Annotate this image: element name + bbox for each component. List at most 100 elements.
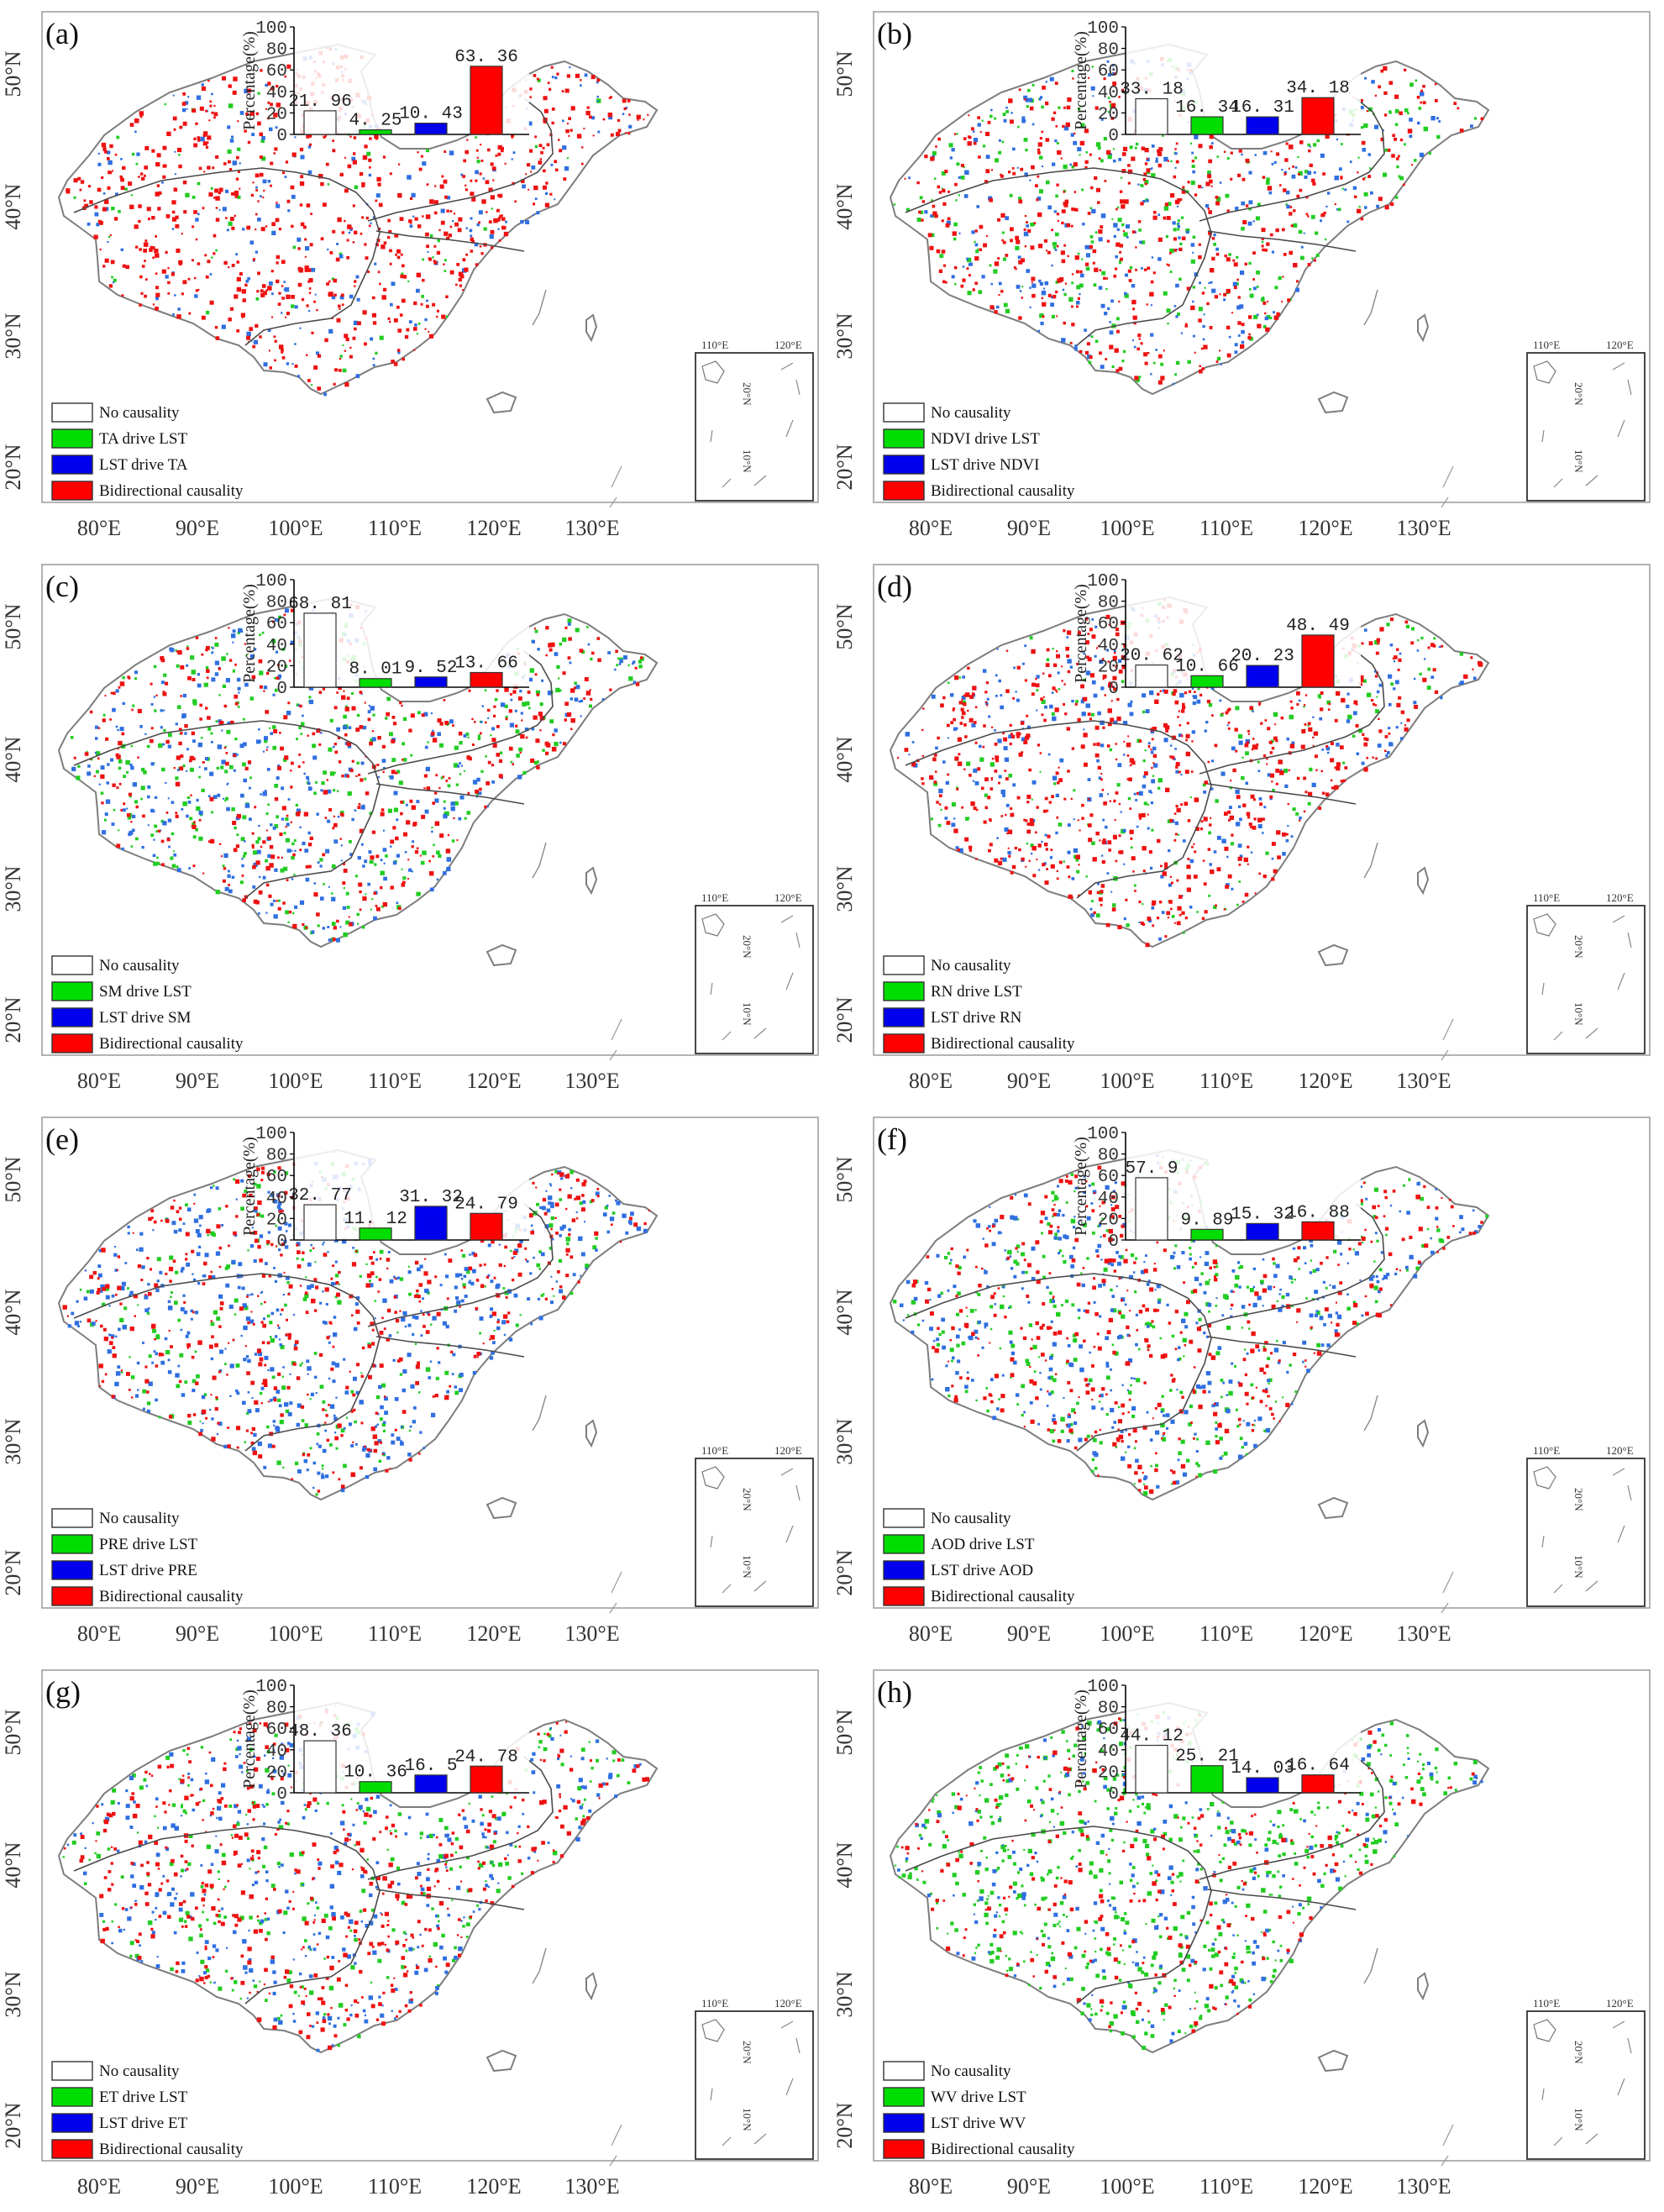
legend-label: ET drive LST <box>99 2089 188 2106</box>
bar-value-label: 16. 5 <box>404 1757 457 1776</box>
panel-letter: (b) <box>877 17 912 50</box>
bar-3 <box>470 1212 503 1241</box>
bar-1 <box>1190 1228 1224 1241</box>
legend-swatch <box>883 1534 925 1554</box>
panel-letter: (e) <box>45 1122 79 1156</box>
climate-zone-boundary <box>905 167 1212 346</box>
inset-lon-label: 120°E <box>1606 891 1634 904</box>
bar-3 <box>1301 97 1335 135</box>
bar-value-label: 48. 49 <box>1286 617 1350 636</box>
climate-zone-boundary <box>367 650 554 775</box>
lon-label-1: 90°E <box>1007 1621 1051 1646</box>
lat-label-0: 50°N <box>832 1156 857 1202</box>
south-china-sea-inset: 110°E 120°E 20°N 10°N <box>1526 339 1646 502</box>
bar-value-label: 9. 89 <box>1180 1211 1233 1230</box>
legend-label: No causality <box>931 1510 1011 1527</box>
lon-label-2: 100°E <box>268 1621 323 1646</box>
inset-islands <box>1541 2020 1632 2146</box>
lon-label-3: 110°E <box>368 2174 422 2199</box>
south-china-sea-inset: 110°E 120°E 20°N 10°N <box>695 1444 814 1607</box>
bar-2 <box>1246 1777 1279 1794</box>
lon-label-5: 130°E <box>564 516 619 540</box>
bar-y-tick-label: 40 <box>266 1190 287 1209</box>
panel-letter: (f) <box>877 1122 907 1156</box>
lon-label-1: 90°E <box>176 1621 219 1646</box>
bar-value-label: 48. 36 <box>288 1722 352 1742</box>
lon-label-5: 130°E <box>1396 1069 1451 1093</box>
pixels-bidirectional <box>904 56 1484 385</box>
bar-value-label: 11. 12 <box>344 1210 407 1229</box>
inset-coast <box>701 2019 725 2042</box>
bar-y-tick-label: 80 <box>266 1147 287 1166</box>
bar-y-axis-title: Percentage(%) <box>1072 31 1090 130</box>
inset-lat-label: 20°N <box>1572 382 1585 406</box>
south-china-sea-inset: 110°E 120°E 20°N 10°N <box>695 891 814 1054</box>
taiwan-outline <box>585 1419 598 1448</box>
coastline <box>532 1947 547 1984</box>
inset-lon-label: 120°E <box>774 1997 802 2010</box>
island-dash <box>1340 2124 1454 2194</box>
coastline <box>532 289 547 326</box>
inset-coast <box>1533 360 1556 384</box>
bar-3 <box>1301 634 1335 688</box>
inset-lon-label: 120°E <box>774 339 802 351</box>
hainan-outline <box>1317 943 1349 967</box>
bar-y-tick-label: 100 <box>255 1125 287 1144</box>
pixels-bidirectional <box>911 1165 1483 1495</box>
south-china-sea-inset: 110°E 120°E 20°N 10°N <box>1526 891 1646 1054</box>
bar-1 <box>359 678 392 688</box>
bar-value-label: 13. 66 <box>454 654 518 674</box>
legend-swatch <box>51 955 93 975</box>
inset-lon-label: 120°E <box>774 891 802 904</box>
bar-y-tick-label: 20 <box>266 105 287 124</box>
lat-label-0: 50°N <box>832 1709 857 1755</box>
panel-e: 110°E 120°E 20°N 10°N 80°E 90°E 100°E 110°E 120°… <box>0 1106 832 1658</box>
island-dash <box>508 1571 622 1641</box>
legend-label: No causality <box>931 957 1011 975</box>
lon-label-0: 80°E <box>77 516 121 540</box>
lat-label-2: 30°N <box>1 1971 25 2017</box>
climate-zone-boundary <box>367 1756 554 1880</box>
bar-0 <box>1135 665 1168 688</box>
legend-swatch <box>51 2087 93 2107</box>
causality-pixels <box>70 603 644 943</box>
legend-swatch <box>883 2061 925 2081</box>
lon-label-4: 120°E <box>1298 1621 1352 1646</box>
bar-y-tick-label: 60 <box>266 1721 287 1740</box>
lon-label-2: 100°E <box>1100 2174 1154 2199</box>
bar-value-label: 21. 96 <box>288 92 352 112</box>
bar-value-label: 10. 36 <box>344 1763 407 1783</box>
lon-label-4: 120°E <box>1298 2174 1352 2199</box>
bar-y-tick-label: 100 <box>1087 19 1119 39</box>
inset-coast <box>1533 2019 1556 2042</box>
climate-zone-boundary <box>905 720 1212 899</box>
hainan-outline <box>1317 2049 1349 2073</box>
bar-value-label: 16. 88 <box>1286 1203 1350 1222</box>
causality-pixels <box>893 56 1484 386</box>
pixels-bidirectional <box>900 1714 1475 2033</box>
bar-value-label: 16. 34 <box>1175 98 1239 118</box>
legend-swatch <box>883 2139 925 2159</box>
coastline <box>532 842 547 879</box>
island-dash <box>1340 1571 1454 1641</box>
coastline <box>1363 1947 1378 1984</box>
lon-label-3: 110°E <box>368 516 422 540</box>
bar-0 <box>303 1740 337 1794</box>
island-dash <box>1340 465 1454 535</box>
panel-h: 110°E 120°E 20°N 10°N 80°E 90°E 100°E 110°E 120°… <box>832 1658 1663 2211</box>
panel-letter: (a) <box>45 17 79 50</box>
bar-value-label: 9. 52 <box>404 659 457 678</box>
climate-zone-boundary <box>375 1889 525 1910</box>
bar-0 <box>1135 97 1168 135</box>
south-china-sea-inset: 110°E 120°E 20°N 10°N <box>1526 1997 1646 2160</box>
inset-lat-label: 10°N <box>741 2108 753 2131</box>
lon-label-2: 100°E <box>268 2174 323 2199</box>
panel-letter: (d) <box>877 570 912 603</box>
inset-lon-label: 110°E <box>1533 891 1560 904</box>
legend-swatch <box>51 402 93 423</box>
lon-label-3: 110°E <box>1199 1069 1253 1093</box>
lat-label-0: 50°N <box>832 50 857 97</box>
